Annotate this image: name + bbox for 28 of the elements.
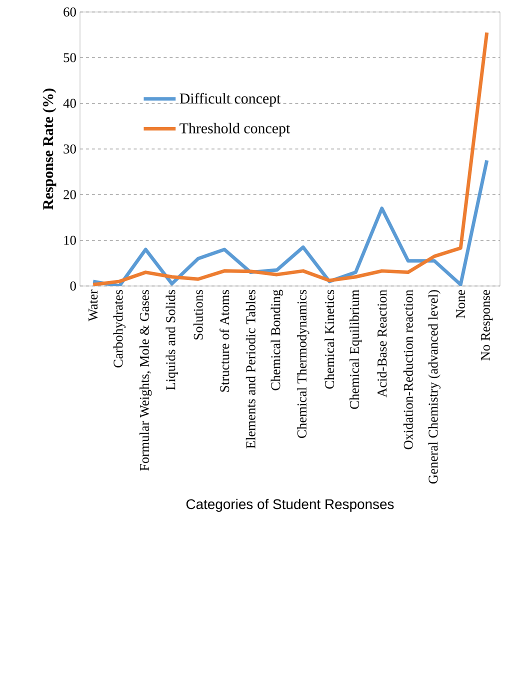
x-tick-label: No Response [481, 290, 493, 360]
x-tick-label: Structure of Atoms [220, 290, 230, 392]
y-axis-title: Response Rate (%) [42, 88, 56, 210]
x-tick-label: Chemical Kinetics [324, 290, 334, 389]
x-tick-label: Formular Weights, Mole & Gases [140, 290, 152, 471]
y-tick-label: 60 [64, 7, 76, 17]
x-tick-label: Chemical Equilibrium [350, 290, 362, 409]
legend-label: Threshold concept [180, 122, 290, 136]
x-tick-label: Water [88, 290, 98, 322]
x-tick-label: Elements and Periodic Tables [246, 290, 256, 448]
y-tick-label: 50 [64, 53, 76, 62]
y-tick-label: 10 [64, 236, 76, 245]
y-tick-label: 30 [64, 144, 76, 154]
x-tick-label: General Chemistry (advanced level) [428, 290, 440, 484]
x-tick-label: Liquids and Solids [166, 290, 178, 390]
x-tick-label: Chemical Thermodynamics [297, 290, 310, 438]
y-tick-label: 0 [70, 281, 76, 291]
x-tick-label: Solutions [193, 290, 203, 340]
x-tick-label: Chemical Bonding [270, 290, 283, 390]
line-series [91, 30, 489, 286]
y-tick-label: 40 [63, 98, 76, 108]
x-tick-label: Acid-Base Reaction [377, 290, 387, 398]
x-tick-label: None [456, 290, 466, 318]
legend-label: Difficult concept [180, 92, 281, 107]
y-tick-label: 20 [64, 190, 76, 200]
x-axis-title: Categories of Student Responses [186, 498, 394, 512]
x-tick-label: Oxidation-Reduction reaction [403, 290, 413, 450]
x-tick-label: Carbohydrates [113, 290, 126, 368]
